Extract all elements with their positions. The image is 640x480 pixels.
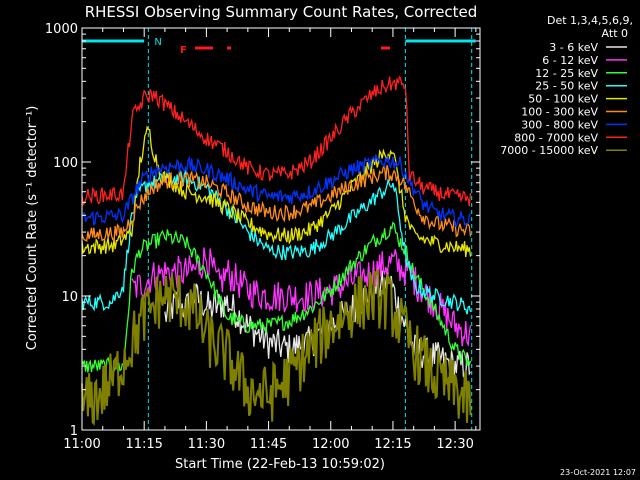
x-tick-label: 11:30	[188, 437, 225, 452]
plot-area: NF	[81, 28, 476, 430]
footer-date: 23-Oct-2021 12:07	[560, 468, 636, 477]
series-line	[81, 165, 472, 243]
series-300-800-kev	[81, 154, 472, 228]
series-7000-15000-kev	[81, 269, 472, 426]
legend-entry-label: 50 - 100 keV	[528, 93, 598, 106]
legend-header-line1: Det 1,3,4,5,6,9,	[547, 14, 633, 27]
y-tick-label: 1	[70, 424, 78, 439]
series-line	[81, 269, 472, 426]
x-tick-label: 12:30	[436, 437, 473, 452]
legend-entry-label: 6 - 12 keV	[542, 54, 598, 67]
night-label: N	[154, 37, 161, 48]
legend-entry-label: 7000 - 15000 keV	[500, 144, 598, 157]
plot-frame	[81, 27, 481, 431]
series-6-12-kev	[131, 247, 472, 347]
y-tick-label: 10	[61, 290, 78, 305]
series-line	[81, 75, 472, 207]
series-25-50-kev	[81, 169, 472, 315]
legend-entry-label: 3 - 6 keV	[549, 41, 598, 54]
series-line	[81, 169, 472, 315]
x-tick-label: 11:45	[250, 437, 287, 452]
series-line	[81, 154, 472, 228]
flare-label: F	[180, 45, 187, 56]
legend-entry-label: 25 - 50 keV	[535, 80, 598, 93]
legend-entry-label: 12 - 25 keV	[535, 67, 598, 80]
x-tick-label: 11:15	[125, 437, 162, 452]
x-tick-label: 12:00	[312, 437, 349, 452]
legend-header-line2: Att 0	[602, 27, 628, 40]
x-tick-label: 12:15	[374, 437, 411, 452]
series-800-7000-kev	[81, 75, 472, 207]
series-100-300-kev	[81, 165, 472, 243]
series-12-25-kev	[81, 221, 472, 374]
legend-entry-label: 300 - 800 keV	[521, 118, 598, 131]
y-tick-label: 1000	[45, 22, 78, 37]
legend-entry-label: 800 - 7000 keV	[514, 131, 598, 144]
x-tick-label: 11:00	[63, 437, 100, 452]
chart-title: RHESSI Observing Summary Count Rates, Co…	[85, 3, 478, 21]
series-line	[81, 125, 472, 258]
legend-entry-label: 100 - 300 keV	[521, 106, 598, 119]
series-line	[131, 247, 472, 347]
y-axis-label: Corrected Count Rate (s⁻¹ detector⁻¹)	[25, 106, 40, 351]
axis-ticks: 1 10 100 1000 11:00 11:15 11:30 11:45 12:00 12:15…	[45, 22, 481, 452]
series-50-100-kev	[81, 125, 472, 258]
y-tick-label: 100	[53, 156, 78, 171]
x-axis-label: Start Time (22-Feb-13 10:59:02)	[175, 457, 385, 472]
series-line	[81, 221, 472, 374]
